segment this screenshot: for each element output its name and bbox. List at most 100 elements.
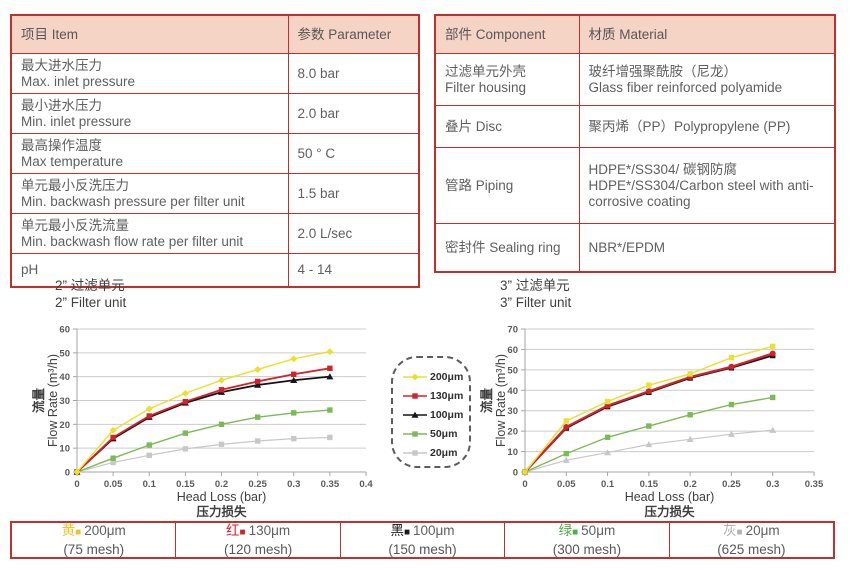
svg-text:0.3: 0.3	[287, 479, 300, 490]
svg-text:压力损失: 压力损失	[644, 504, 695, 519]
spec-item-cell: 单元最小反洗压力 Min. backwash pressure per filte…	[10, 173, 289, 214]
spec-item-cell: 单元最小反洗流量 Min. backwash flow rate per filt…	[10, 213, 289, 254]
mesh-size-legend: 黄■ 200μm (75 mesh) 红■ 130μm (120 mesh) 黑■ 100μm…	[10, 521, 835, 559]
chart2-title-en: 3” Filter unit	[500, 295, 572, 310]
svg-text:0.35: 0.35	[805, 479, 824, 490]
svg-text:0.4: 0.4	[359, 479, 373, 490]
legend-marker-icon	[403, 430, 427, 437]
material-component-cell: 管路 Piping	[434, 147, 580, 224]
mesh-count-label: (120 mesh)	[223, 542, 293, 557]
color-swatch-icon: ■	[403, 527, 410, 538]
cell-text-line: Max temperature	[21, 153, 124, 169]
svg-text:70: 70	[507, 325, 518, 336]
svg-text:0: 0	[513, 468, 518, 479]
mesh-legend-cell-200μm: 黄■ 200μm (75 mesh)	[12, 523, 177, 557]
material-table-row: 叠片 Disc 聚丙烯（PP）Polypropylene (PP)	[434, 105, 836, 148]
material-table-header-row: 部件 Component 材质 Material	[434, 14, 836, 54]
svg-text:Flow Rate (m³/h): Flow Rate (m³/h)	[46, 354, 60, 447]
spec-table: 项目 Item 参数 Parameter 最大进水压力 Max. inlet pr…	[10, 14, 420, 288]
svg-text:0.05: 0.05	[104, 479, 123, 490]
cell-text-line: 叠片 Disc	[445, 118, 502, 134]
svg-text:30: 30	[59, 396, 70, 407]
legend-item-label: 50μm	[430, 427, 458, 440]
legend-marker-icon	[403, 392, 427, 399]
svg-text:0.15: 0.15	[640, 479, 659, 490]
chart1-title-en: 2” Filter unit	[55, 295, 127, 310]
color-swatch-icon: ■	[239, 527, 246, 538]
mesh-legend-cell-100μm: 黑■ 100μm (150 mesh)	[341, 523, 506, 557]
mesh-legend-cell-130μm: 红■ 130μm (120 mesh)	[176, 522, 341, 557]
cell-text-line: Glass fiber reinforced polyamide	[588, 79, 783, 95]
mesh-legend-size-line: 灰■ 20μm	[723, 522, 780, 541]
mesh-count-label: (300 mesh)	[552, 542, 622, 557]
series-line-20μm	[76, 436, 330, 473]
svg-text:0: 0	[522, 479, 527, 490]
svg-text:Flow Rate (m³/h): Flow Rate (m³/h)	[494, 354, 508, 447]
svg-text:Head Loss (bar): Head Loss (bar)	[177, 490, 267, 504]
color-swatch-icon: ■	[572, 527, 579, 538]
spec-table-row: 单元最小反洗流量 Min. backwash flow rate per filt…	[10, 213, 420, 254]
spec-table-row: 最高操作温度 Max temperature 50 ° C	[10, 133, 420, 174]
mesh-size-label: 130μm	[248, 523, 291, 538]
series-markers-200μm	[522, 343, 776, 475]
color-name-zh: 黄	[61, 523, 76, 538]
chart1-title-zh: 2” 过滤单元	[55, 278, 125, 293]
spec-table-row: 最小进水压力 Min. inlet pressure 2.0 bar	[10, 93, 420, 134]
legend-marker-icon	[403, 372, 427, 381]
spec-table-header-row: 项目 Item 参数 Parameter	[10, 14, 420, 54]
cell-text-line: 最小进水压力	[21, 97, 102, 113]
chart2-flow-rate-3in: 0 10 20 30 40 50 60 70 0 0.05 0.1 0.15 0.2 0.25 0.3 0.3…	[479, 325, 824, 520]
material-value-cell: NBR*/EPDM	[578, 223, 836, 273]
legend-marker-icon	[403, 411, 427, 418]
series-line-130μm	[524, 352, 774, 473]
spec-table-row: pH 4 - 14	[10, 253, 420, 288]
svg-text:20: 20	[507, 427, 518, 438]
mesh-legend-size-line: 绿■ 50μm	[559, 522, 616, 541]
material-header-material: 材质 Material	[578, 14, 836, 54]
cell-text-line: NBR*/EPDM	[588, 239, 666, 255]
cell-text-line: 最高操作温度	[21, 137, 102, 153]
spec-value-cell: 2.0 bar	[287, 93, 420, 134]
cell-text-line: 单元最小反洗流量	[21, 217, 129, 233]
spec-value-cell: 50 ° C	[287, 133, 420, 174]
cell-text-line: pH	[21, 262, 39, 277]
svg-text:0: 0	[65, 468, 70, 479]
series-line-200μm	[76, 350, 331, 473]
mesh-size-label: 50μm	[581, 523, 616, 538]
legend-item-200μm: 200μm	[402, 367, 469, 386]
mesh-legend-size-line: 红■ 130μm	[226, 522, 290, 541]
spec-value-cell: 4 - 14	[287, 253, 420, 288]
material-table-row: 密封件 Sealing ring NBR*/EPDM	[434, 223, 836, 273]
color-name-zh: 绿	[558, 523, 573, 538]
svg-text:40: 40	[59, 372, 70, 383]
cell-text-line: 单元最小反洗压力	[21, 177, 129, 193]
svg-text:10: 10	[507, 447, 518, 458]
mesh-size-label: 20μm	[745, 523, 780, 538]
spec-value-cell: 1.5 bar	[287, 173, 420, 214]
legend-item-label: 100μm	[430, 408, 464, 421]
material-component-cell: 密封件 Sealing ring	[434, 223, 580, 273]
legend-item-50μm: 50μm	[402, 424, 469, 443]
cell-text-line: 最大进水压力	[21, 57, 102, 73]
spec-value-cell: 8.0 bar	[287, 53, 420, 94]
spec-table-row: 最大进水压力 Max. inlet pressure 8.0 bar	[10, 53, 420, 94]
svg-text:0.35: 0.35	[321, 479, 340, 490]
legend-item-label: 130μm	[430, 389, 464, 402]
chart2-title-zh: 3” 过滤单元	[500, 278, 570, 293]
legend-marker-icon	[403, 449, 427, 456]
spec-header-parameter: 参数 Parameter	[287, 14, 420, 54]
material-value-cell: 聚丙烯（PP）Polypropylene (PP)	[578, 105, 836, 148]
spec-item-cell: 最大进水压力 Max. inlet pressure	[10, 53, 289, 94]
chart1-flow-rate-2in: 0 10 20 30 40 50 60 0 0.05 0.1 0.15 0.2 0.25 0.3 0.35 0…	[31, 325, 373, 520]
spec-item-cell: 最小进水压力 Min. inlet pressure	[10, 93, 289, 134]
cell-text-line: Min. inlet pressure	[21, 113, 132, 129]
mesh-legend-cell-20μm: 灰■ 20μm (625 mesh)	[670, 523, 833, 557]
spec-header-item: 项目 Item	[10, 14, 289, 54]
spec-value-cell: 2.0 L/sec	[287, 213, 420, 254]
cell-text-line: Min. backwash flow rate per filter unit	[21, 233, 244, 249]
svg-text:10: 10	[59, 444, 70, 455]
color-name-zh: 黑	[390, 523, 404, 538]
material-header-component: 部件 Component	[434, 14, 580, 54]
series-markers-200μm	[73, 348, 334, 476]
